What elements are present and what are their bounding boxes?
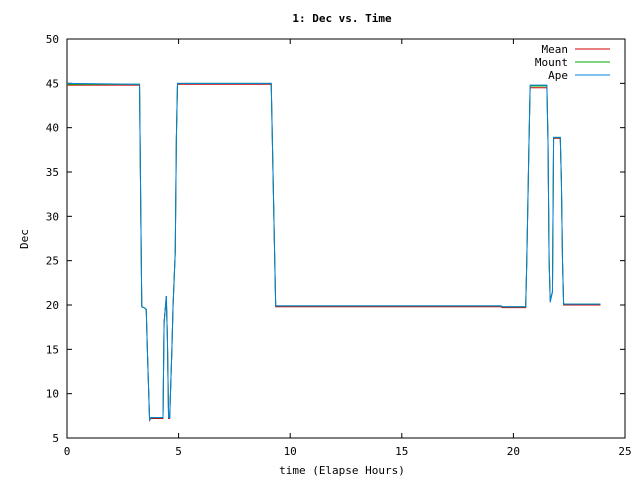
x-tick-label: 5: [175, 445, 182, 458]
y-tick-label: 5: [52, 432, 59, 445]
y-tick-label: 45: [46, 77, 59, 90]
y-tick-label: 40: [46, 122, 59, 135]
x-tick-label: 10: [284, 445, 297, 458]
series-line-mean: [67, 83, 601, 422]
y-tick-label: 10: [46, 388, 59, 401]
y-tick-label: 25: [46, 255, 59, 268]
chart-title: 1: Dec vs. Time: [292, 12, 392, 25]
plot-frame: [66, 38, 626, 439]
x-tick-label: 15: [395, 445, 408, 458]
y-tick-label: 20: [46, 299, 59, 312]
series-line-ape: [66, 82, 601, 421]
x-axis-label: time (Elapse Hours): [279, 464, 405, 477]
y-tick-label: 30: [46, 210, 59, 223]
y-tick-label: 35: [46, 166, 59, 179]
x-tick-label: 25: [618, 445, 631, 458]
y-tick-label: 15: [46, 343, 59, 356]
x-tick-label: 20: [507, 445, 520, 458]
y-axis-label: Dec: [18, 229, 31, 249]
y-tick-label: 50: [46, 33, 59, 46]
legend-label-ape: Ape: [548, 69, 568, 82]
legend-label-mount: Mount: [535, 56, 568, 69]
x-tick-label: 0: [64, 445, 71, 458]
legend-label-mean: Mean: [542, 43, 569, 56]
series-line-mount: [67, 82, 601, 421]
